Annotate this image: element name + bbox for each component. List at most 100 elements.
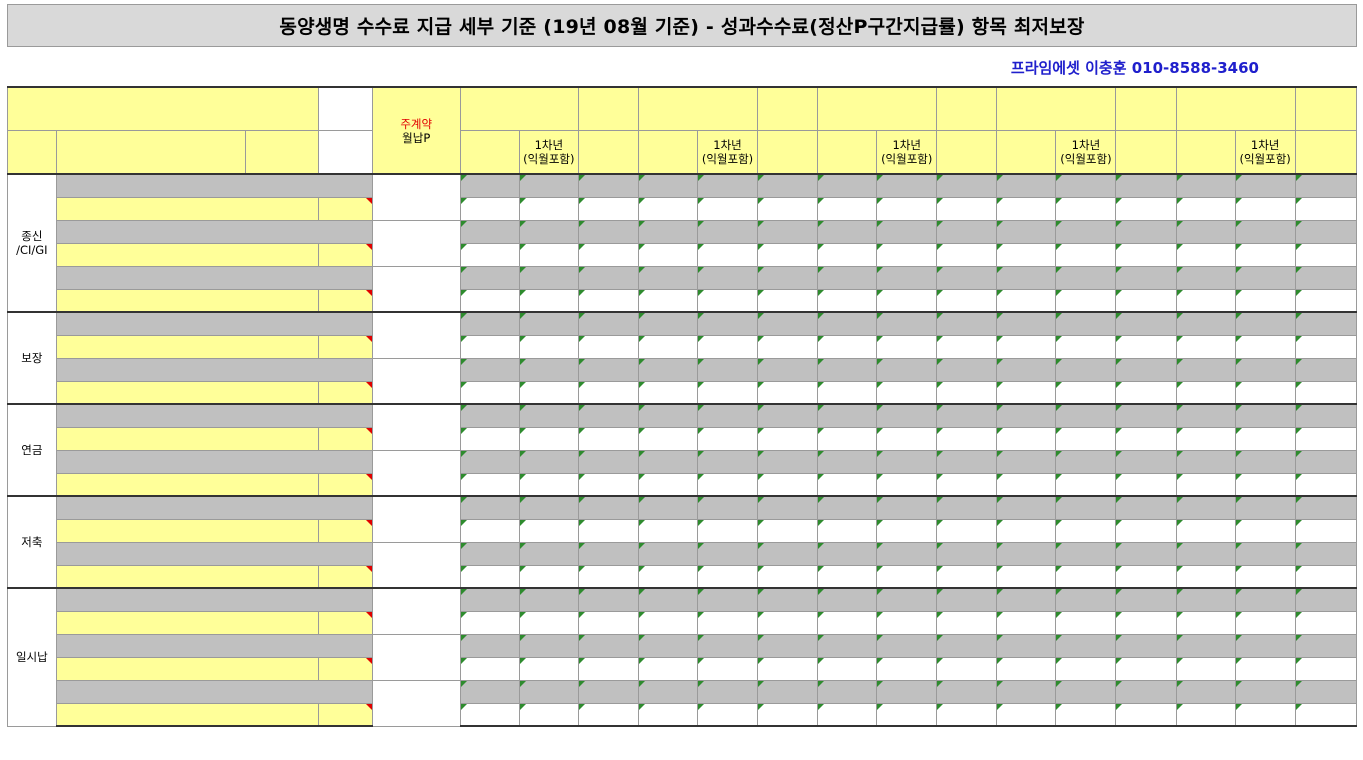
main-contract-premium [371,679,461,727]
amount-cell [459,495,520,520]
amount-cell [518,495,579,520]
percent-cell [757,702,819,727]
percent-cell [459,334,520,359]
amount-cell [1115,633,1177,658]
amount-cell [637,311,698,336]
amount-cell [696,357,759,382]
product-basis [55,380,319,405]
header-role-pct [577,86,639,131]
percent-cell [817,242,878,267]
percent-cell [876,334,938,359]
product-name [55,495,373,520]
percent-cell [817,334,878,359]
percent-cell [876,656,938,681]
amount-cell [577,219,639,244]
amount-cell [518,541,579,566]
amount-cell [1175,679,1236,704]
amount-cell [817,679,878,704]
percent-cell [1294,380,1358,405]
percent-cell [1115,656,1177,681]
header-first-month [996,129,1057,175]
amount-cell [996,311,1057,336]
group-name-line1: 일시납 [15,650,48,665]
amount-cell [757,679,819,704]
percent-cell [1115,702,1177,727]
amount-cell [1115,219,1177,244]
percent-cell [1294,472,1358,497]
percent-cell [1294,242,1358,267]
percent-cell [696,380,759,405]
amount-cell [459,357,520,382]
product-basis [55,564,319,589]
percent-cell [1055,196,1117,221]
amount-cell [518,449,579,474]
percent-cell [757,656,819,681]
amount-cell [577,541,639,566]
percent-cell [696,196,759,221]
amount-cell [1234,311,1296,336]
percent-cell [696,702,759,727]
percent-cell [876,472,938,497]
amount-cell [1294,495,1358,520]
year1-label: 1차년 [1250,137,1280,152]
amount-cell [1294,449,1358,474]
conversion-rate [317,564,373,589]
group-name-line1: 연금 [21,443,43,457]
amount-cell [1294,357,1358,382]
percent-cell [817,564,878,589]
percent-cell [757,288,819,313]
header-role-name [637,86,759,131]
amount-cell [1175,633,1236,658]
amount-cell [817,633,878,658]
percent-cell [1234,380,1296,405]
amount-cell [577,311,639,336]
amount-cell [1234,449,1296,474]
percent-cell [817,610,878,635]
amount-cell [1175,311,1236,336]
amount-cell [696,679,759,704]
percent-cell [996,702,1057,727]
amount-cell [876,495,938,520]
conversion-rate [317,656,373,681]
percent-cell [817,426,878,451]
group-name-line1: 보장 [21,351,43,365]
percent-cell [637,564,698,589]
product-basis [55,702,319,727]
main-contract-premium [371,173,461,221]
percent-cell [459,380,520,405]
amount-cell [459,587,520,612]
amount-cell [459,633,520,658]
percent-cell [459,472,520,497]
amount-cell [1175,449,1236,474]
amount-cell [757,265,819,290]
percent-cell [1234,288,1296,313]
header-total [757,129,819,175]
percent-cell [757,426,819,451]
percent-cell [459,196,520,221]
amount-cell [1294,219,1358,244]
percent-cell [757,518,819,543]
percent-cell [1115,196,1177,221]
percent-cell [996,656,1057,681]
percent-cell [1234,564,1296,589]
product-basis [55,656,319,681]
amount-cell [936,311,998,336]
header-first-month [1175,129,1236,175]
percent-cell [1175,426,1236,451]
amount-cell [696,449,759,474]
commission-table: 주계약 월납P 1차년 (익월포함) 1차년 (익월포함) 1차년 (익월포함) 1차년 (익월포… [7,86,1358,727]
percent-cell [518,196,579,221]
percent-cell [637,702,698,727]
amount-cell [936,449,998,474]
percent-cell [817,196,878,221]
amount-cell [876,173,938,198]
percent-cell [1055,610,1117,635]
amount-cell [1234,679,1296,704]
percent-cell [1115,610,1177,635]
amount-cell [518,265,579,290]
group-name-line1: 저축 [21,535,43,549]
percent-cell [577,196,639,221]
percent-cell [696,656,759,681]
percent-cell [637,288,698,313]
amount-cell [1055,495,1117,520]
